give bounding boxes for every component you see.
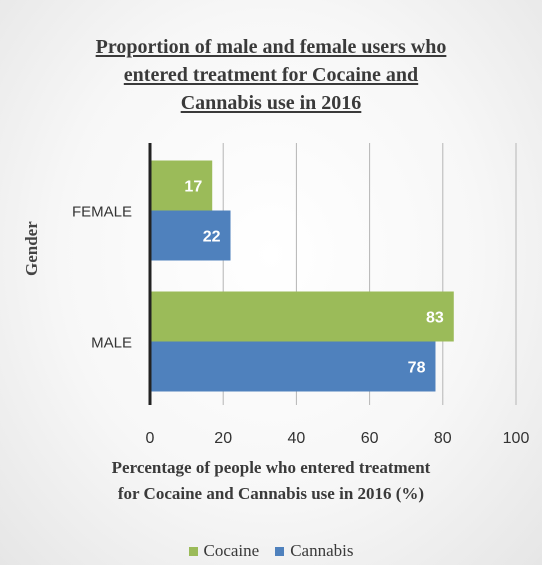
legend-swatch-cannabis	[275, 546, 285, 556]
data-label-cannabis-female: 22	[203, 229, 221, 246]
y-tick-label-female: FEMALE	[72, 204, 132, 221]
plot-area: 0 20 40 60 80 100 17 22 FEMALE 83 78 MALE	[72, 143, 530, 447]
x-tick-label-80: 80	[434, 430, 452, 447]
bar-cocaine-male	[150, 291, 454, 342]
chart-title-line-2: entered treatment for Cocaine and	[123, 64, 419, 86]
x-tick-label-60: 60	[361, 430, 379, 447]
data-label-cocaine-female: 17	[184, 179, 202, 196]
legend-swatch-cocaine	[188, 546, 198, 556]
x-tick-label-0: 0	[146, 430, 155, 447]
legend-item-cocaine: Cocaine	[188, 541, 260, 561]
legend: Cocaine Cannabis	[0, 541, 542, 561]
x-tick-label-20: 20	[214, 430, 232, 447]
chart-title-line-3: Cannabis use in 2016	[180, 92, 362, 114]
bar-cannabis-female	[150, 210, 231, 261]
chart-title-line-1: Proportion of male and female users who	[95, 36, 447, 58]
data-label-cocaine-male: 83	[426, 310, 444, 327]
bar-cocaine-female	[150, 160, 213, 211]
x-axis-label-line-2: for Cocaine and Cannabis use in 2016 (%)	[117, 484, 425, 503]
legend-label-cannabis: Cannabis	[290, 541, 354, 560]
legend-label-cocaine: Cocaine	[203, 541, 260, 560]
x-tick-label-40: 40	[288, 430, 306, 447]
x-axis-label-line-1: Percentage of people who entered treatme…	[111, 458, 431, 477]
data-label-cannabis-male: 78	[408, 360, 426, 377]
y-tick-label-male: MALE	[91, 335, 132, 352]
legend-item-cannabis: Cannabis	[275, 541, 353, 561]
x-tick-label-100: 100	[503, 430, 530, 447]
bar-cannabis-male	[150, 341, 436, 392]
